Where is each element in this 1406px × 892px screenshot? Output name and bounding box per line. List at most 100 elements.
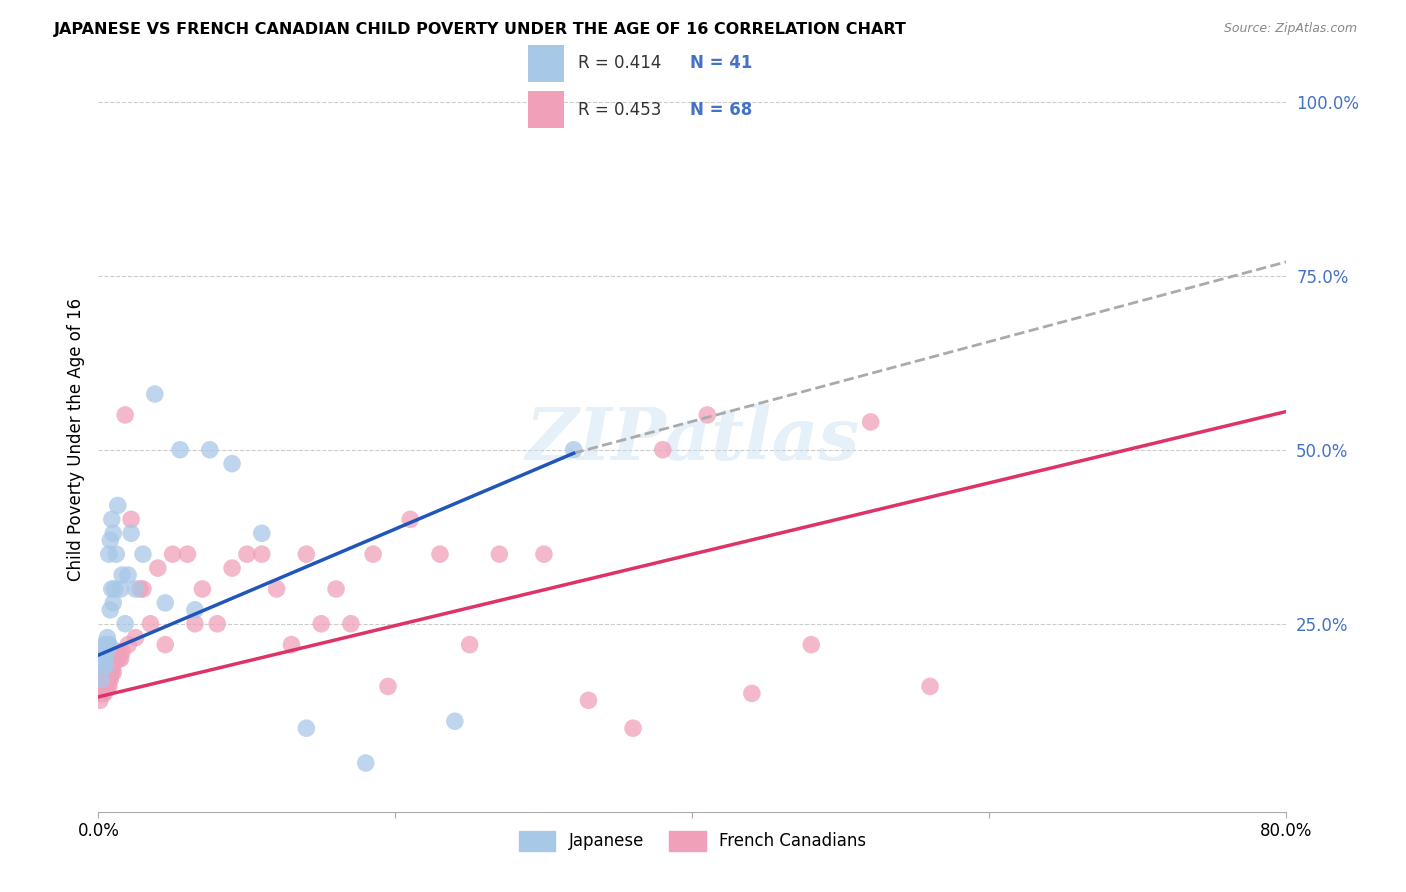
Point [325,582,347,596]
Point [104,651,127,665]
Point [94,680,117,694]
Point [93,651,115,665]
Point [184,616,207,631]
Point [295,721,318,735]
Point [98,533,121,548]
Point [96,645,118,659]
Point [250,547,273,561]
Point [91,686,114,700]
Point [93,673,115,687]
Point [98,665,121,680]
Text: JAPANESE VS FRENCH CANADIAN CHILD POVERTY UNDER THE AGE OF 16 CORRELATION CHART: JAPANESE VS FRENCH CANADIAN CHILD POVERT… [53,22,907,37]
Point [105,651,128,665]
Point [205,616,228,631]
Point [97,638,120,652]
Point [124,631,146,645]
Point [132,582,155,596]
Point [101,658,124,673]
Point [221,561,243,575]
Point [340,616,363,631]
Point [94,673,117,687]
Point [236,547,259,561]
Point [103,665,125,680]
Point [97,547,120,561]
Point [117,638,139,652]
Point [97,680,120,694]
Point [458,638,481,652]
Point [741,686,763,700]
Point [89,693,111,707]
Point [184,603,207,617]
Point [124,582,146,596]
Text: R = 0.453: R = 0.453 [578,101,661,119]
Point [91,651,114,665]
Point [169,442,191,457]
Point [429,547,451,561]
Point [114,616,136,631]
Point [110,582,132,596]
Point [309,616,332,631]
Point [94,658,117,673]
Point [139,616,162,631]
Point [101,665,124,680]
Point [91,680,114,694]
Point [93,680,115,694]
Point [111,568,134,582]
Text: R = 0.414: R = 0.414 [578,54,661,72]
Point [90,673,112,687]
Point [103,596,125,610]
Point [488,547,510,561]
Point [90,680,112,694]
Point [117,568,139,582]
Point [107,499,129,513]
Point [533,547,555,561]
Legend: Japanese, French Canadians: Japanese, French Canadians [510,822,875,859]
Point [162,547,184,561]
Point [101,512,124,526]
Point [104,582,127,596]
Point [91,658,114,673]
Point [250,526,273,541]
Point [110,651,132,665]
Point [108,651,131,665]
Point [562,442,585,457]
Point [91,673,114,687]
Y-axis label: Child Poverty Under the Age of 16: Child Poverty Under the Age of 16 [66,298,84,581]
Point [621,721,644,735]
Point [221,457,243,471]
Point [651,442,673,457]
Point [98,673,121,687]
Point [101,582,124,596]
Point [295,547,318,561]
Point [93,638,115,652]
Point [143,387,166,401]
Point [920,680,942,694]
Text: N = 41: N = 41 [690,54,752,72]
Point [361,547,384,561]
Point [132,547,155,561]
Point [94,665,117,680]
Point [111,645,134,659]
Point [94,638,117,652]
Point [97,638,120,652]
Point [696,408,718,422]
Point [96,631,118,645]
Point [96,680,118,694]
Point [800,638,823,652]
Point [578,693,600,707]
Point [198,442,221,457]
Point [280,638,302,652]
Point [96,665,118,680]
Text: Source: ZipAtlas.com: Source: ZipAtlas.com [1223,22,1357,36]
FancyBboxPatch shape [529,91,564,128]
Point [354,756,377,770]
Point [120,512,142,526]
Point [399,512,422,526]
Point [90,686,112,700]
Point [97,658,120,673]
Point [114,408,136,422]
Point [93,686,115,700]
Point [97,673,120,687]
Point [89,686,111,700]
Text: N = 68: N = 68 [690,101,752,119]
